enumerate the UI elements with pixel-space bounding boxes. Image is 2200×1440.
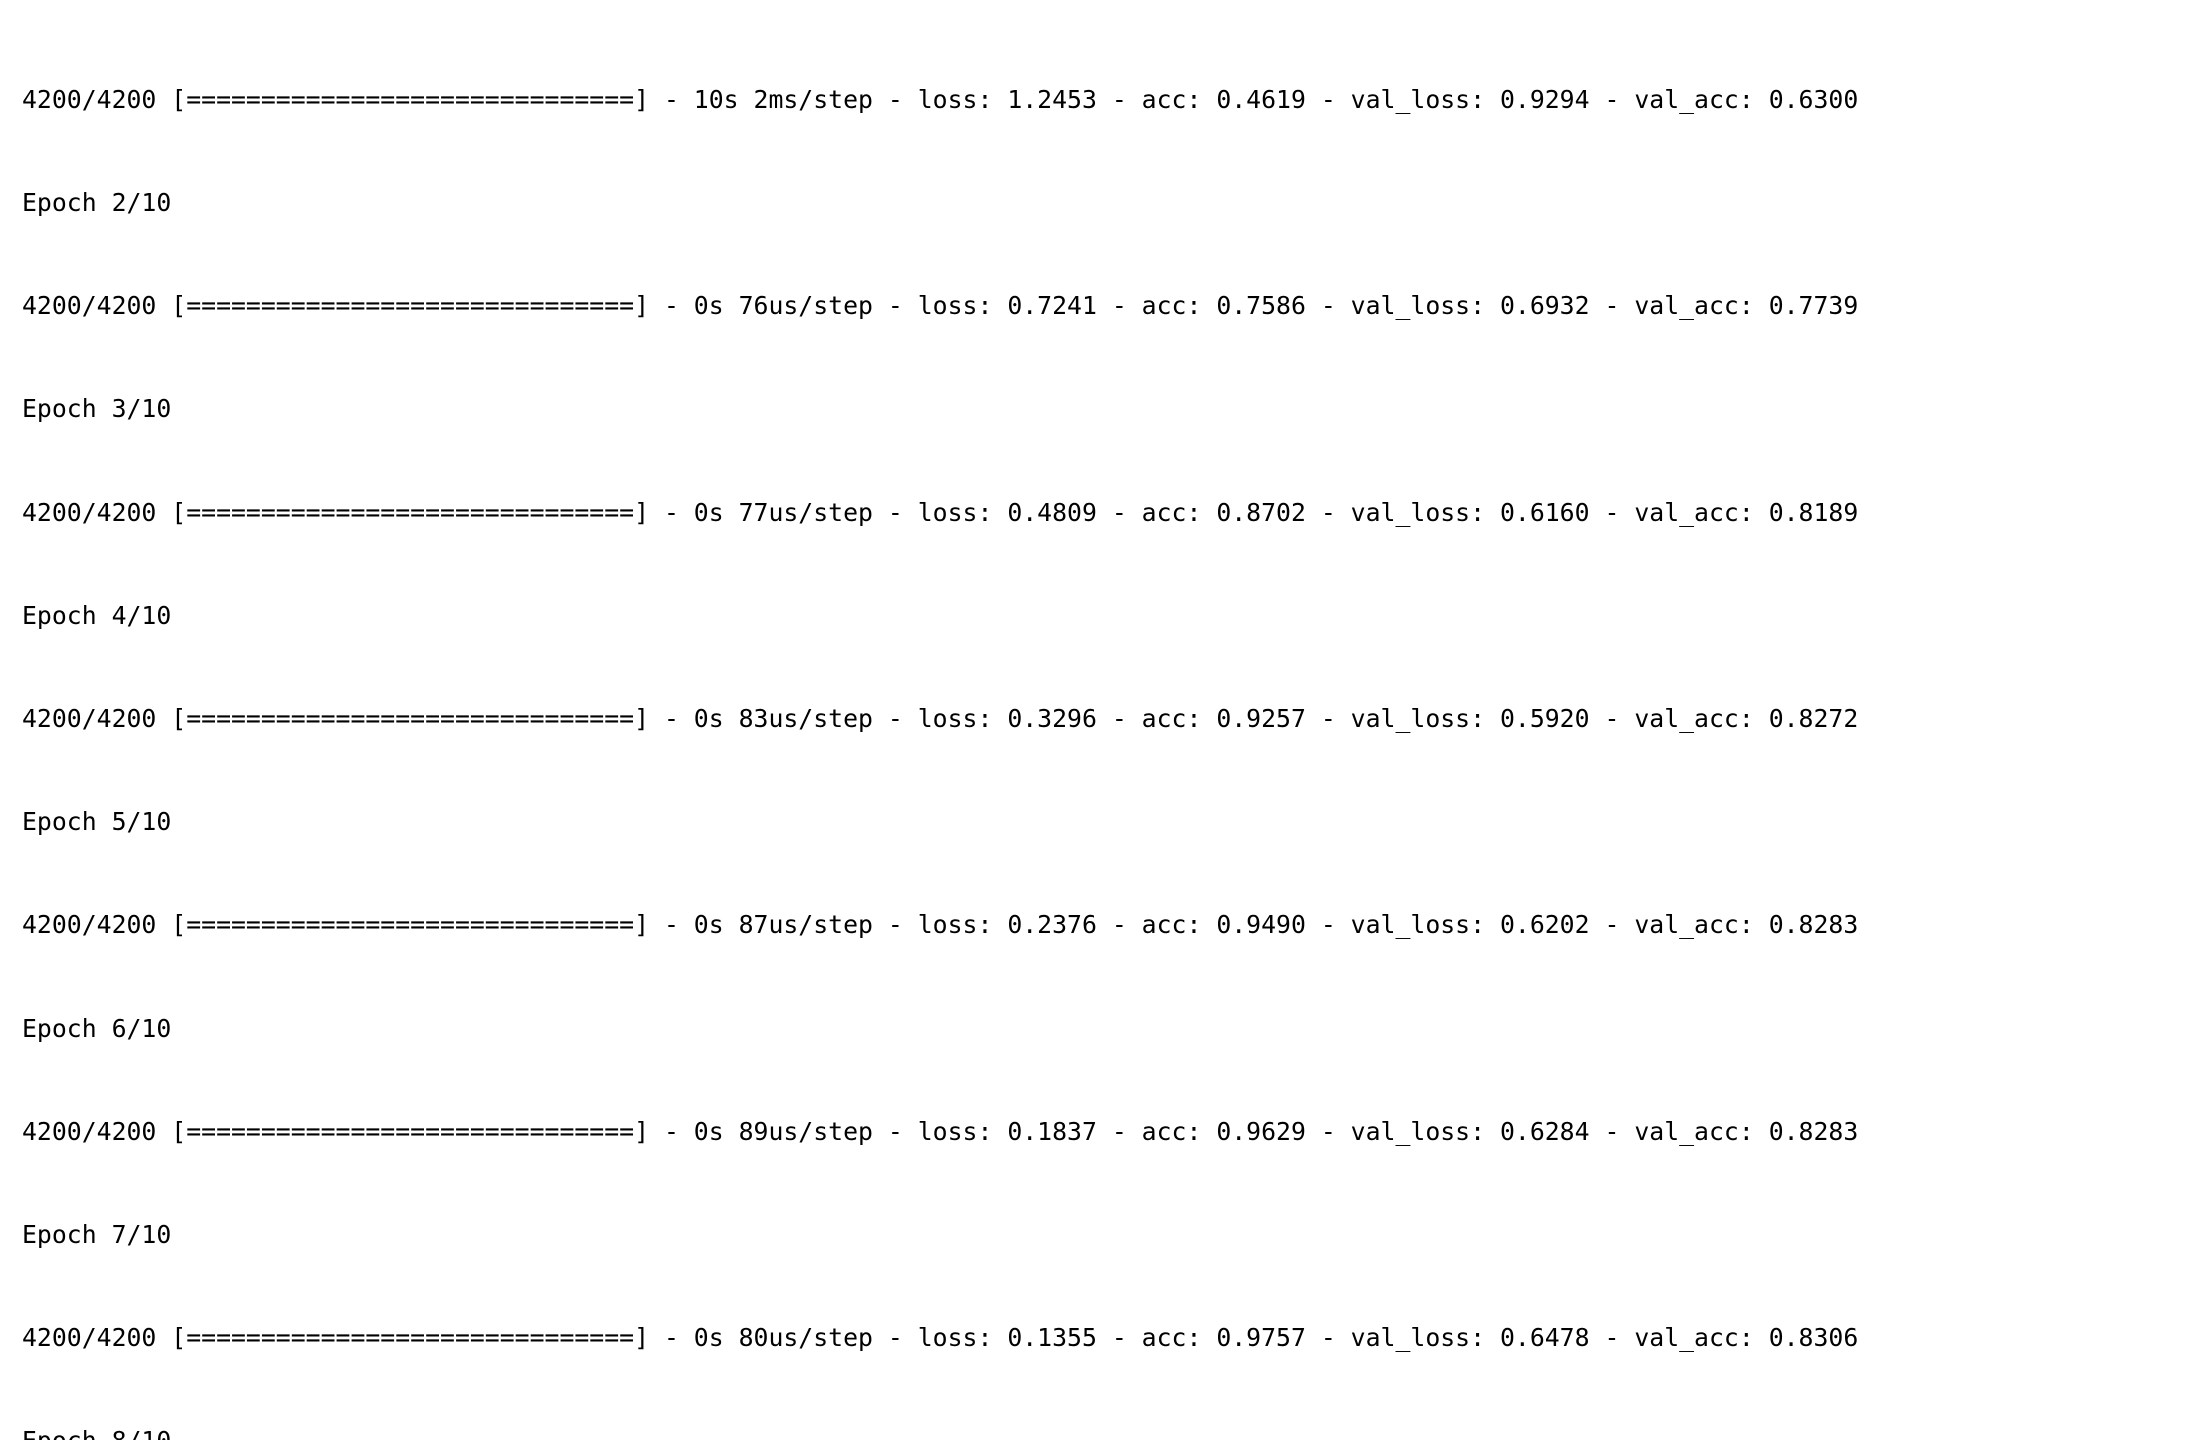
epoch-header-2: Epoch 2/10 (22, 188, 172, 218)
progress-line-epoch-1: 4200/4200 [=============================… (22, 84, 1859, 114)
epoch-header-5: Epoch 5/10 (22, 807, 172, 837)
epoch-header-6: Epoch 6/10 (22, 1013, 172, 1043)
epoch-header-8: Epoch 8/10 (22, 1424, 1858, 1440)
progress-line-epoch-5: 4200/4200 [=============================… (22, 910, 1859, 940)
epoch-header-3: Epoch 3/10 (22, 394, 172, 424)
progress-line-epoch-6: 4200/4200 [=============================… (22, 1116, 1859, 1146)
epoch-header-7: Epoch 7/10 (22, 1220, 172, 1250)
training-log-output: 4200/4200 [=============================… (22, 14, 1858, 1440)
progress-line-epoch-2: 4200/4200 [=============================… (22, 291, 1859, 321)
progress-line-epoch-4: 4200/4200 [=============================… (22, 704, 1859, 734)
epoch-header-4: Epoch 4/10 (22, 600, 172, 630)
progress-line-epoch-3: 4200/4200 [=============================… (22, 497, 1859, 527)
progress-line-epoch-7: 4200/4200 [=============================… (22, 1323, 1859, 1353)
